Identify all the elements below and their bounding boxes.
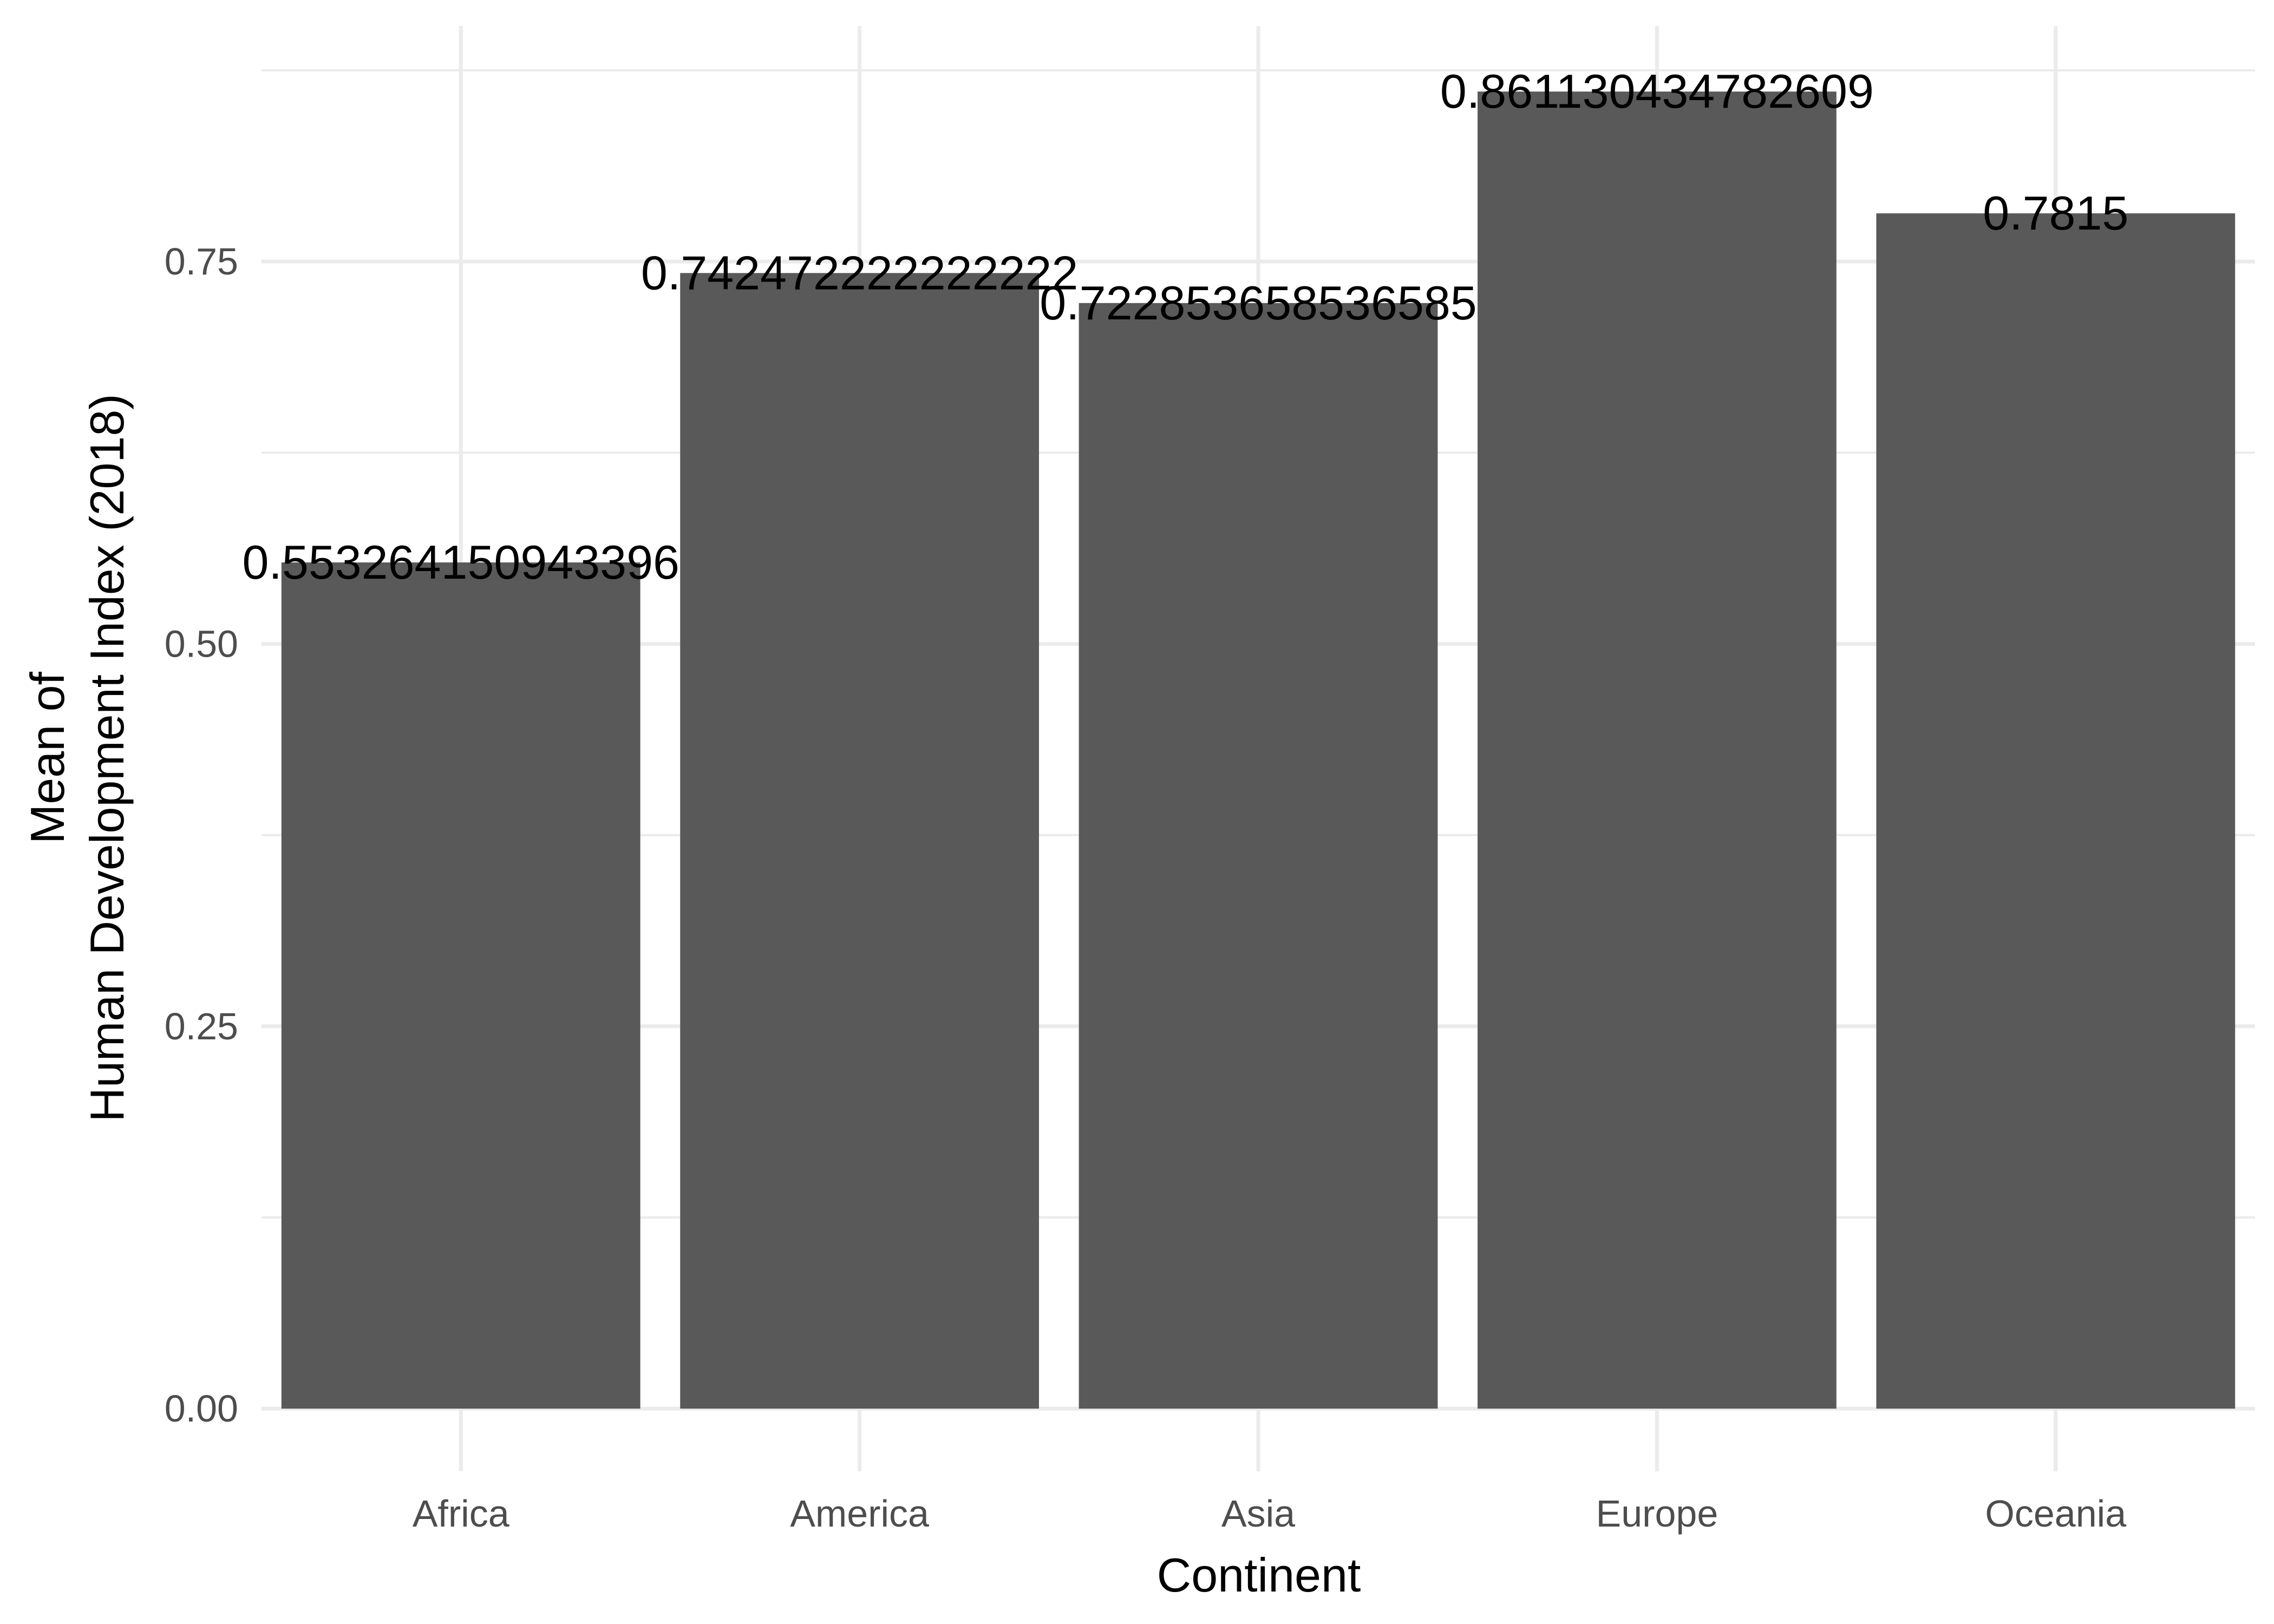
data-label-oceania: 0.7815 bbox=[1983, 186, 2128, 240]
bars bbox=[281, 91, 2236, 1409]
data-label-africa: 0.553264150943396 bbox=[242, 535, 679, 589]
data-label-europe: 0.861130434782609 bbox=[1440, 64, 1874, 118]
bar-asia bbox=[1079, 303, 1438, 1409]
x-axis-title: Continent bbox=[1157, 1548, 1361, 1602]
x-tick-label: America bbox=[790, 1492, 929, 1535]
y-tick-label: 0.75 bbox=[165, 240, 238, 283]
x-tick-label: Africa bbox=[413, 1492, 509, 1535]
x-tick-label: Oceania bbox=[1985, 1492, 2126, 1535]
bar-oceania bbox=[1876, 213, 2236, 1409]
y-tick-label: 0.25 bbox=[165, 1005, 238, 1047]
y-axis-title-line-1: Mean of bbox=[21, 671, 74, 844]
y-axis-ticks: 0.00 0.25 0.50 0.75 bbox=[165, 240, 238, 1430]
y-tick-label: 0.00 bbox=[165, 1387, 238, 1430]
x-tick-label: Europe bbox=[1596, 1492, 1718, 1535]
x-axis-ticks: Africa America Asia Europe Oceania bbox=[413, 1492, 2126, 1535]
y-axis-title-line-2: Human Development Index (2018) bbox=[80, 394, 134, 1122]
data-label-america: 0.742472222222222 bbox=[641, 246, 1079, 299]
bar-africa bbox=[281, 562, 641, 1409]
x-tick-label: Asia bbox=[1221, 1492, 1295, 1535]
y-axis-title: Mean of Human Development Index (2018) bbox=[21, 394, 134, 1122]
data-label-asia: 0.722853658536585 bbox=[1040, 276, 1477, 330]
bar-america bbox=[680, 273, 1039, 1409]
y-tick-label: 0.50 bbox=[165, 623, 238, 665]
data-labels: 0.553264150943396 0.7424722222222220.7228… bbox=[242, 64, 2128, 589]
bar-europe bbox=[1478, 91, 1837, 1409]
